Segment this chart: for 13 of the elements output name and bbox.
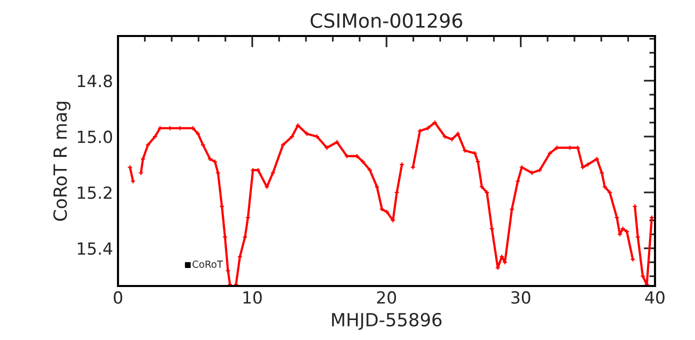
y-tick-label: 15.4: [78, 242, 112, 255]
y-tick-label: 15.0: [78, 130, 112, 144]
y-axis-title: CoRoT R mag: [53, 102, 70, 221]
y-tick-label: 14.8: [78, 74, 112, 88]
chart-title: CSIMon-001296: [310, 13, 462, 28]
x-tick-label: 10: [243, 291, 262, 304]
x-tick-label: 0: [114, 291, 122, 304]
x-tick-label: 40: [645, 291, 664, 304]
x-tick-label: 20: [377, 291, 396, 304]
x-tick-label: 30: [511, 291, 530, 304]
y-tick-label: 15.2: [78, 186, 112, 199]
x-axis-title: MHJD-55896: [332, 312, 442, 330]
series-label: CoRoT: [192, 260, 223, 268]
